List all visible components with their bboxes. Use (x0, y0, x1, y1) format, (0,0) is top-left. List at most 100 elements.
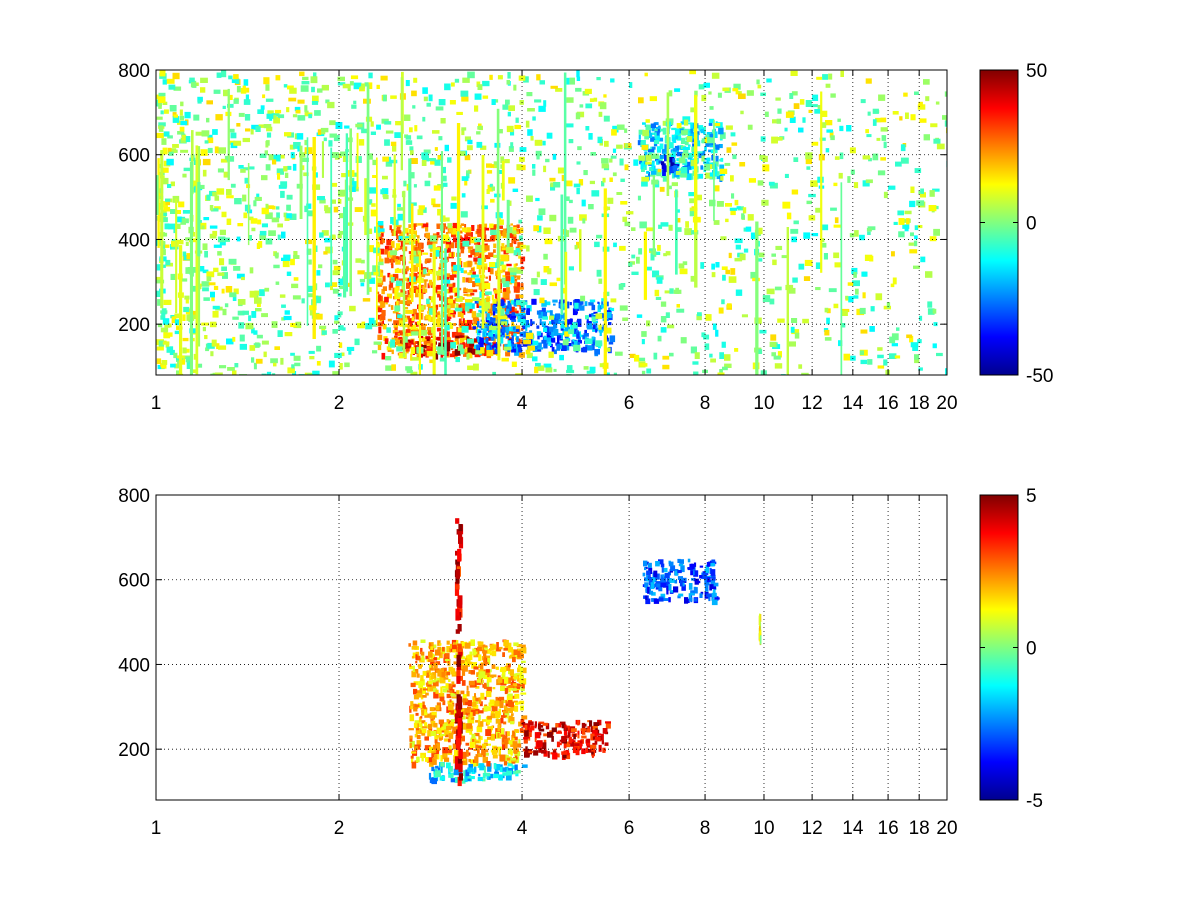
heatmap-cell (427, 750, 431, 753)
heatmap-cell (381, 310, 386, 316)
heatmap-cell (411, 656, 415, 659)
heatmap-cell (574, 244, 578, 250)
heatmap-cell (446, 719, 450, 723)
heatmap-cell (898, 231, 905, 238)
heatmap-cell (392, 273, 399, 279)
heatmap-cell (503, 288, 509, 293)
heatmap-cell (250, 218, 258, 224)
heatmap-cell (398, 336, 403, 340)
heatmap-cell (469, 732, 473, 735)
heatmap-cell (189, 161, 193, 375)
heatmap-cell (579, 104, 584, 108)
heatmap-cell (757, 180, 764, 186)
heatmap-cell (852, 280, 860, 287)
heatmap-cell (421, 655, 425, 661)
heatmap-cell (681, 582, 685, 587)
heatmap-cell (439, 259, 448, 263)
heatmap-cell (452, 282, 456, 287)
heatmap-cell (169, 346, 174, 352)
heatmap-cell (932, 343, 937, 349)
heatmap-cell (660, 577, 667, 583)
heatmap-cell (610, 78, 615, 83)
heatmap-cell (674, 570, 678, 576)
heatmap-cell (274, 346, 280, 350)
heatmap-cell (337, 293, 342, 297)
heatmap-cell (591, 336, 595, 340)
heatmap-cell (705, 134, 709, 140)
heatmap-cell (492, 687, 496, 690)
heatmap-cell (705, 567, 710, 574)
heatmap-cell (281, 231, 286, 239)
heatmap-cell (485, 337, 489, 345)
heatmap-cell (390, 95, 397, 99)
heatmap-cell (465, 742, 470, 746)
heatmap-cell (233, 99, 239, 104)
heatmap-cell (471, 297, 480, 301)
heatmap-cell (292, 114, 298, 118)
heatmap-cell (432, 203, 441, 208)
heatmap-cell (511, 713, 514, 716)
heatmap-cell (591, 313, 594, 318)
heatmap-cell (199, 184, 205, 189)
heatmap-cell (607, 197, 614, 204)
heatmap-cell (912, 346, 919, 351)
heatmap-cell (190, 80, 197, 88)
heatmap-cell (866, 228, 872, 232)
heatmap-cell (236, 86, 241, 93)
heatmap-cell (523, 307, 526, 311)
heatmap-cell (236, 236, 241, 242)
heatmap-cell (501, 160, 505, 201)
heatmap-cell (370, 131, 376, 135)
heatmap-cell (680, 171, 688, 178)
heatmap-cell (514, 124, 522, 130)
heatmap-cell (477, 231, 482, 238)
heatmap-cell (680, 121, 687, 125)
heatmap-cell (588, 133, 593, 140)
heatmap-cell (475, 244, 482, 252)
heatmap-cell (284, 216, 290, 221)
heatmap-cell (741, 213, 745, 220)
heatmap-cell (499, 766, 504, 773)
heatmap-cell (833, 303, 839, 309)
heatmap-cell (591, 344, 595, 351)
heatmap-cell (595, 313, 603, 319)
heatmap-cell (505, 699, 510, 706)
heatmap-cell (168, 151, 174, 156)
heatmap-cell (493, 161, 498, 166)
heatmap-cell (425, 682, 429, 685)
heatmap-cell (466, 170, 471, 174)
heatmap-cell (865, 129, 869, 134)
heatmap-cell (448, 774, 452, 778)
x-tick-label: 18 (909, 818, 930, 839)
heatmap-cell (786, 227, 789, 375)
heatmap-cell (332, 259, 338, 265)
heatmap-cell (553, 303, 556, 306)
heatmap-cell (644, 266, 652, 271)
heatmap-cell (242, 85, 246, 92)
heatmap-cell (591, 751, 594, 755)
x-tick-label: 8 (700, 818, 711, 839)
heatmap-cell (770, 334, 777, 341)
heatmap-cell (441, 686, 446, 689)
heatmap-cell (414, 125, 418, 132)
heatmap-cell (437, 293, 440, 298)
heatmap-cell (314, 172, 318, 178)
heatmap-cell (381, 188, 389, 195)
heatmap-cell (548, 341, 552, 346)
heatmap-cell (476, 345, 480, 352)
heatmap-cell (456, 111, 463, 115)
heatmap-cell (687, 130, 691, 133)
heatmap-cell (270, 358, 278, 364)
heatmap-cell (405, 135, 412, 140)
heatmap-cell (429, 712, 435, 719)
heatmap-cell (510, 716, 515, 724)
heatmap-cell (410, 150, 414, 156)
heatmap-cell (474, 732, 480, 737)
heatmap-cell (592, 736, 596, 740)
heatmap-cell (319, 232, 324, 238)
heatmap-cell (833, 252, 840, 259)
heatmap-cell (376, 231, 381, 237)
heatmap-cell (458, 344, 463, 350)
heatmap-cell (330, 199, 336, 204)
